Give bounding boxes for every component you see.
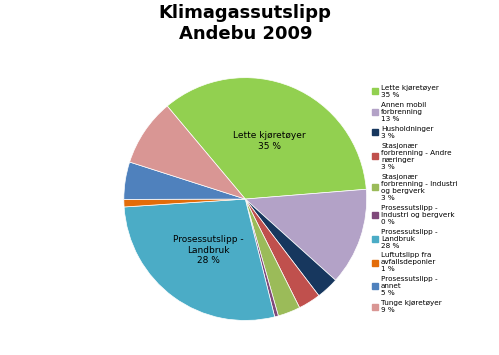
Wedge shape (130, 106, 245, 199)
Wedge shape (124, 199, 245, 207)
Wedge shape (245, 199, 278, 317)
Wedge shape (245, 189, 367, 280)
Text: Prosessutslipp -
Landbruk
28 %: Prosessutslipp - Landbruk 28 % (173, 235, 244, 265)
Wedge shape (245, 199, 335, 296)
Legend: Lette kjøretøyer
35 %, Annen mobil
forbrenning
13 %, Husholdninger
3 %, Stasjonæ: Lette kjøretøyer 35 %, Annen mobil forbr… (370, 83, 459, 315)
Wedge shape (124, 162, 245, 200)
Wedge shape (124, 199, 274, 321)
Text: Lette kjøretøyer
35 %: Lette kjøretøyer 35 % (234, 131, 306, 151)
Title: Klimagassutslipp
Andebu 2009: Klimagassutslipp Andebu 2009 (159, 4, 332, 43)
Wedge shape (245, 199, 299, 316)
Wedge shape (167, 78, 366, 199)
Wedge shape (245, 199, 319, 308)
